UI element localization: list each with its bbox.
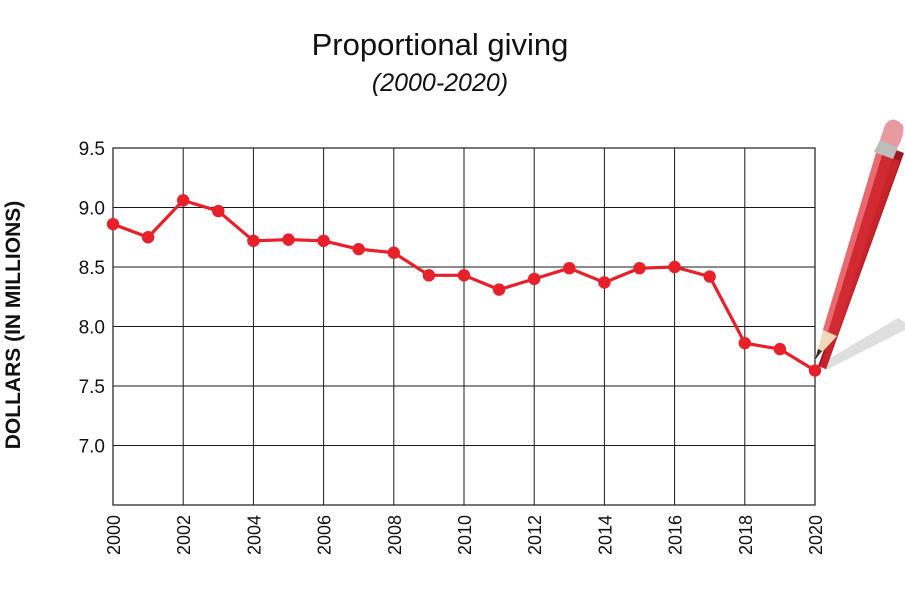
y-tick-label: 7.0	[79, 437, 105, 458]
data-point	[703, 270, 716, 283]
data-point	[352, 242, 365, 256]
data-point	[317, 234, 330, 248]
x-tick-label: 2014	[595, 515, 615, 555]
x-tick-label: 2002	[174, 515, 194, 555]
data-point	[773, 342, 787, 356]
x-tick-label: 2016	[666, 515, 686, 555]
chart-title: Proportional giving	[312, 27, 569, 62]
x-tick-label: 2006	[315, 515, 335, 555]
y-tick-labels: 9.5 9.0 8.5 8.0 7.5 7.0	[79, 139, 105, 458]
data-point	[457, 269, 471, 282]
y-axis-label: DOLLARS (IN MILLIONS)	[2, 201, 25, 449]
y-tick-label: 8.0	[79, 318, 105, 339]
data-point	[247, 234, 260, 248]
data-point	[106, 217, 120, 231]
x-tick-label: 2012	[525, 515, 545, 555]
chart-subtitle: (2000-2020)	[372, 69, 508, 97]
chart-grid	[112, 147, 816, 506]
x-tick-label: 2004	[244, 515, 264, 555]
data-point	[563, 261, 576, 275]
data-point	[212, 204, 225, 218]
plot-frame	[112, 147, 816, 506]
series-line	[106, 194, 822, 377]
data-point	[668, 260, 681, 274]
data-point	[492, 283, 506, 296]
data-point	[633, 261, 646, 275]
x-tick-label: 2010	[455, 515, 475, 555]
data-point	[738, 336, 751, 350]
data-point	[141, 231, 155, 244]
y-tick-label: 9.0	[79, 199, 105, 220]
x-tick-label: 2008	[385, 515, 405, 555]
x-tick-label: 2018	[736, 515, 756, 555]
data-point	[422, 269, 436, 282]
x-tick-label: 2020	[806, 515, 826, 555]
x-tick-label: 2000	[104, 515, 124, 555]
data-point	[282, 233, 295, 246]
data-point	[808, 364, 822, 377]
y-tick-label: 7.5	[79, 377, 105, 398]
data-point	[528, 272, 541, 286]
data-point	[387, 246, 400, 259]
y-tick-label: 9.5	[79, 139, 105, 160]
data-point	[177, 194, 190, 207]
y-tick-label: 8.5	[79, 258, 105, 279]
pencil-illustration	[815, 119, 905, 370]
data-point	[598, 276, 611, 289]
x-tick-labels: 2000 2002 2004 2006 2008 2010 2012 2014 2016 2018…	[104, 515, 826, 555]
